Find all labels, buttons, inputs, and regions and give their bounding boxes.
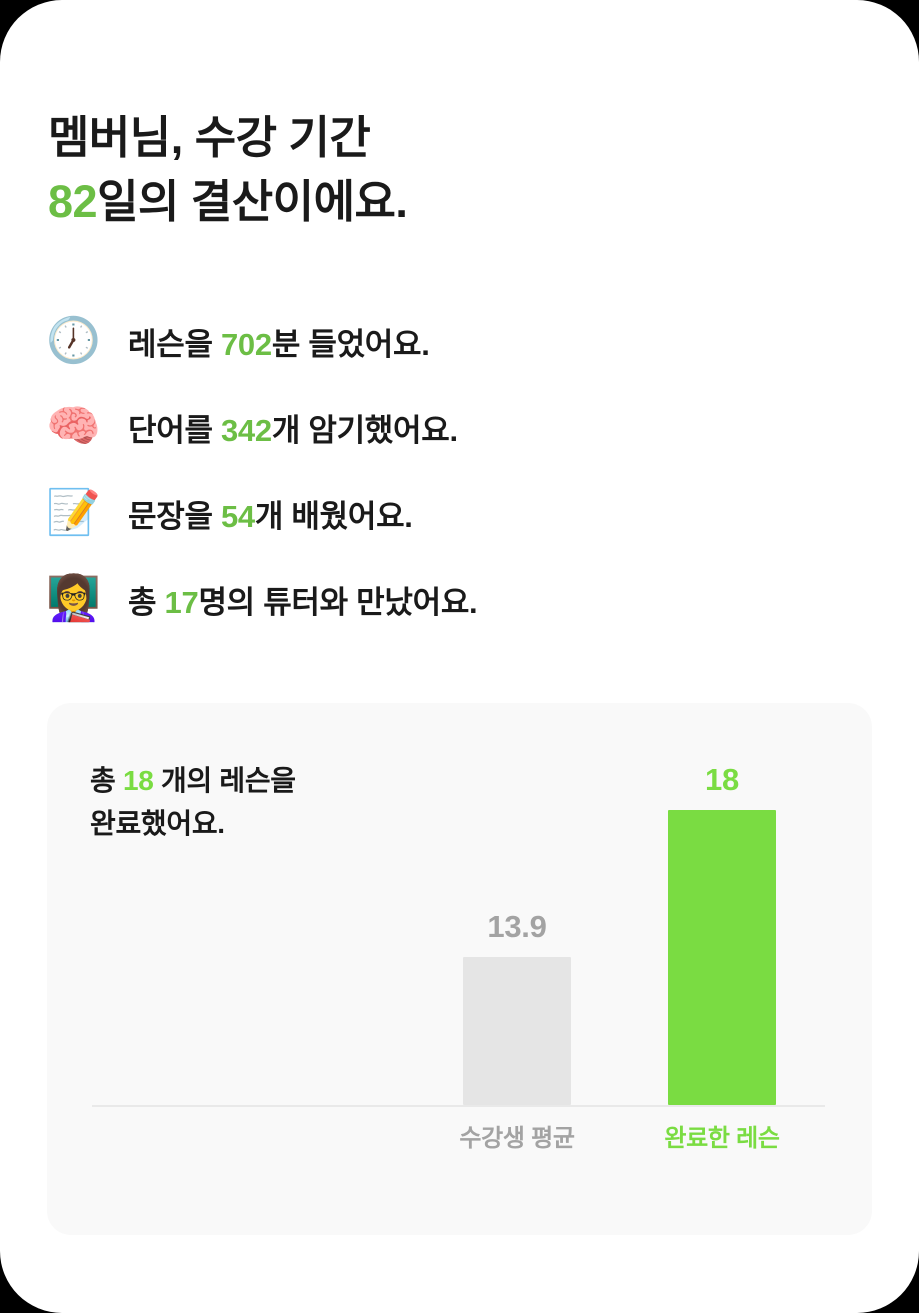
bar-completed [668,810,776,1105]
stat-row-lesson-minutes: 🕖 레슨을 702분 들었어요. [46,298,806,384]
stat-list: 🕖 레슨을 702분 들었어요. 🧠 단어를 342개 암기했어요. 📝 문장을… [46,298,806,642]
stat-value: 17 [164,584,199,620]
stat-text-lesson-minutes: 레슨을 702분 들었어요. [110,319,430,364]
chart-baseline-axis [92,1105,825,1107]
page-title: 멤버님, 수강 기간 82일의 결산이에요. [48,106,748,234]
bar-group-completed: 18 완료한 레슨 [664,762,780,1152]
bar-chart: 13.9 수강생 평균 18 완료한 레슨 [92,743,825,1163]
card-caption: 총 18 개의 레슨을 완료했어요. [90,759,296,846]
stat-text-tutors-met: 총 17명의 튜터와 만났어요. [110,577,478,622]
stat-value: 702 [220,326,272,362]
stat-text-sentences-learned: 문장을 54개 배웠어요. [110,491,413,536]
bar-group-average: 13.9 수강생 평균 [459,909,575,1152]
card-caption-line-1: 총 18 개의 레슨을 [90,759,296,802]
headline-days-number: 82 [48,176,98,228]
bar-value-average: 13.9 [487,909,547,944]
lesson-completion-card: 총 18 개의 레슨을 완료했어요. 13.9 수강생 평균 18 완료한 레슨 [47,703,872,1235]
headline-line-2: 82일의 결산이에요. [48,170,748,234]
bar-label-completed: 완료한 레슨 [664,1125,780,1152]
stat-suffix: 개 암기했어요. [271,412,458,448]
card-caption-prefix: 총 [90,765,123,796]
stat-value: 342 [220,412,272,448]
stat-suffix: 명의 튜터와 만났어요. [198,584,478,620]
teacher-icon: 👩‍🏫 [46,573,101,624]
stat-row-sentences-learned: 📝 문장을 54개 배웠어요. [46,470,806,556]
stat-suffix: 분 들었어요. [271,326,430,362]
bar-value-completed: 18 [705,762,739,797]
card-lessons-count: 18 [122,765,154,796]
headline-line-2-suffix: 일의 결산이에요. [97,176,408,228]
stat-value: 54 [220,498,255,534]
stat-prefix: 레슨을 [128,326,221,362]
stat-prefix: 단어를 [128,412,221,448]
stat-row-words-memorized: 🧠 단어를 342개 암기했어요. [46,384,806,470]
brain-icon: 🧠 [46,401,101,452]
stat-row-tutors-met: 👩‍🏫 총 17명의 튜터와 만났어요. [46,556,806,642]
headline-line-1: 멤버님, 수강 기간 [48,112,371,164]
clock-icon: 🕖 [46,315,101,366]
stat-prefix: 문장을 [128,498,221,534]
card-caption-line-2: 완료했어요. [90,808,225,840]
memo-icon: 📝 [46,487,101,538]
card-caption-suffix: 개의 레슨을 [153,765,296,796]
stat-text-words-memorized: 단어를 342개 암기했어요. [110,405,458,450]
stat-suffix: 개 배웠어요. [254,498,413,534]
bar-label-average: 수강생 평균 [459,1125,575,1152]
bar-average [463,957,571,1105]
stat-prefix: 총 [128,584,165,620]
